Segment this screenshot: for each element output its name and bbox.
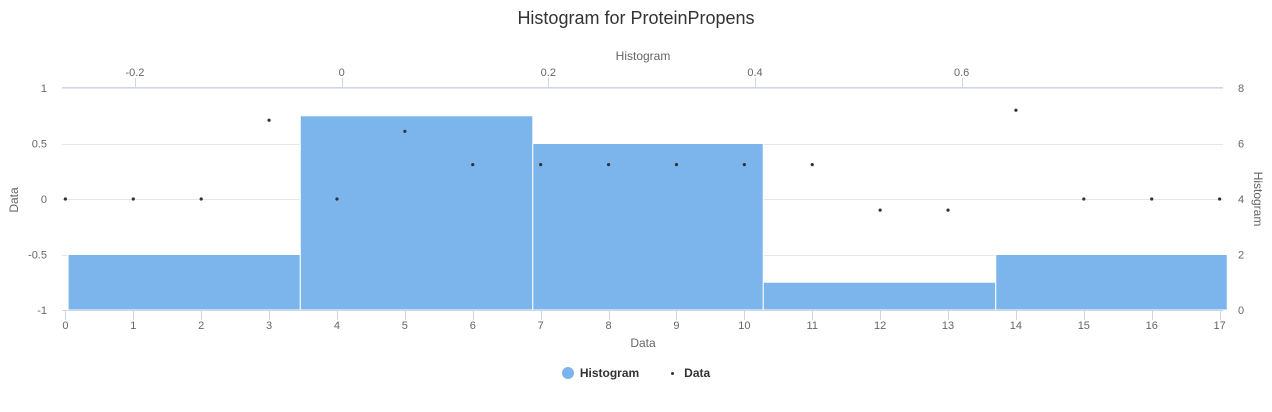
x-bottom-tick-label: 14	[1010, 320, 1022, 332]
x-bottom-tick-label: 9	[673, 320, 679, 332]
histogram-bar[interactable]	[762, 281, 997, 311]
y-left-tick-label: 0	[41, 194, 47, 206]
x-bottom-tick-label: 4	[334, 320, 340, 332]
x-top-tick-label: 0.4	[747, 67, 762, 79]
x-bottom-tick-label: 11	[807, 320, 818, 332]
y-axis-title-right: Histogram	[1251, 172, 1265, 227]
x-bottom-tick-label: 12	[874, 320, 886, 332]
data-point[interactable]	[403, 129, 407, 133]
y-right-tick-label: 8	[1238, 83, 1244, 95]
histogram-series[interactable]	[67, 115, 1228, 311]
x-top-tick-label: -0.2	[125, 67, 144, 79]
data-point[interactable]	[335, 197, 339, 201]
x-bottom-tick-label: 13	[942, 320, 954, 332]
data-point[interactable]	[946, 208, 950, 212]
histogram-bar[interactable]	[532, 143, 764, 311]
x-bottom-tick-label: 3	[266, 320, 272, 332]
y-left-tick-label: 1	[41, 83, 47, 95]
legend-data-marker	[671, 371, 675, 375]
x-bottom-tick-label: 5	[402, 320, 408, 332]
y-left-tick-label: 0.5	[32, 139, 47, 151]
data-point[interactable]	[471, 162, 475, 167]
x-bottom-tick-label: 7	[538, 320, 544, 332]
histogram-bar[interactable]	[299, 115, 534, 311]
x-bottom-tick-label: 15	[1078, 320, 1090, 332]
y-right-tick-label: 6	[1238, 139, 1244, 151]
data-point[interactable]	[742, 162, 746, 167]
x-bottom-tick-label: 6	[470, 320, 476, 332]
data-point[interactable]	[267, 118, 271, 122]
x-bottom-tick-label: 17	[1213, 320, 1225, 332]
y-right-tick-label: 4	[1238, 194, 1244, 206]
x-bottom-tick-label: 10	[738, 320, 750, 332]
x-axis-title-top: Histogram	[616, 49, 671, 63]
legend-item-histogram[interactable]: Histogram	[561, 366, 640, 380]
x-bottom-tick-label: 2	[198, 320, 204, 332]
legend-histogram-label: Histogram	[579, 366, 640, 380]
data-point[interactable]	[810, 162, 814, 167]
legend-item-data[interactable]: Data	[667, 366, 710, 380]
data-point[interactable]	[1082, 197, 1086, 201]
histogram-bar[interactable]	[67, 254, 301, 311]
legend: Histogram Data	[0, 366, 1272, 380]
x-axis-title-bottom: Data	[630, 336, 656, 350]
y-axis-title-left: Data	[7, 187, 21, 213]
y-right-tick-label: 0	[1238, 305, 1244, 317]
x-top-tick-label: 0	[339, 67, 345, 79]
y-left-tick-label: -1	[37, 305, 47, 317]
legend-data-label: Data	[684, 366, 711, 380]
histogram-bar[interactable]	[995, 254, 1228, 311]
y-left-tick-label: -0.5	[28, 250, 47, 262]
data-point[interactable]	[63, 197, 67, 201]
data-point[interactable]	[1150, 197, 1154, 201]
x-top-tick-label: 0.2	[541, 67, 556, 79]
x-top-tick-label: 0.6	[954, 67, 969, 79]
x-bottom-tick-label: 0	[62, 320, 68, 332]
data-series[interactable]	[63, 108, 1222, 212]
data-point[interactable]	[131, 197, 135, 201]
data-point[interactable]	[674, 162, 679, 167]
x-bottom-tick-label: 16	[1146, 320, 1158, 332]
y-right-tick-label: 2	[1238, 250, 1244, 262]
legend-histogram-marker	[561, 367, 574, 379]
data-point[interactable]	[878, 208, 882, 212]
x-bottom-tick-label: 1	[130, 320, 136, 332]
data-point[interactable]	[606, 162, 611, 167]
data-point[interactable]	[199, 197, 203, 201]
data-point[interactable]	[1218, 197, 1222, 201]
chart-title: Histogram for ProteinPropens	[517, 8, 755, 28]
data-point[interactable]	[539, 162, 543, 167]
x-bottom-tick-label: 8	[605, 320, 611, 332]
data-point[interactable]	[1014, 108, 1018, 112]
